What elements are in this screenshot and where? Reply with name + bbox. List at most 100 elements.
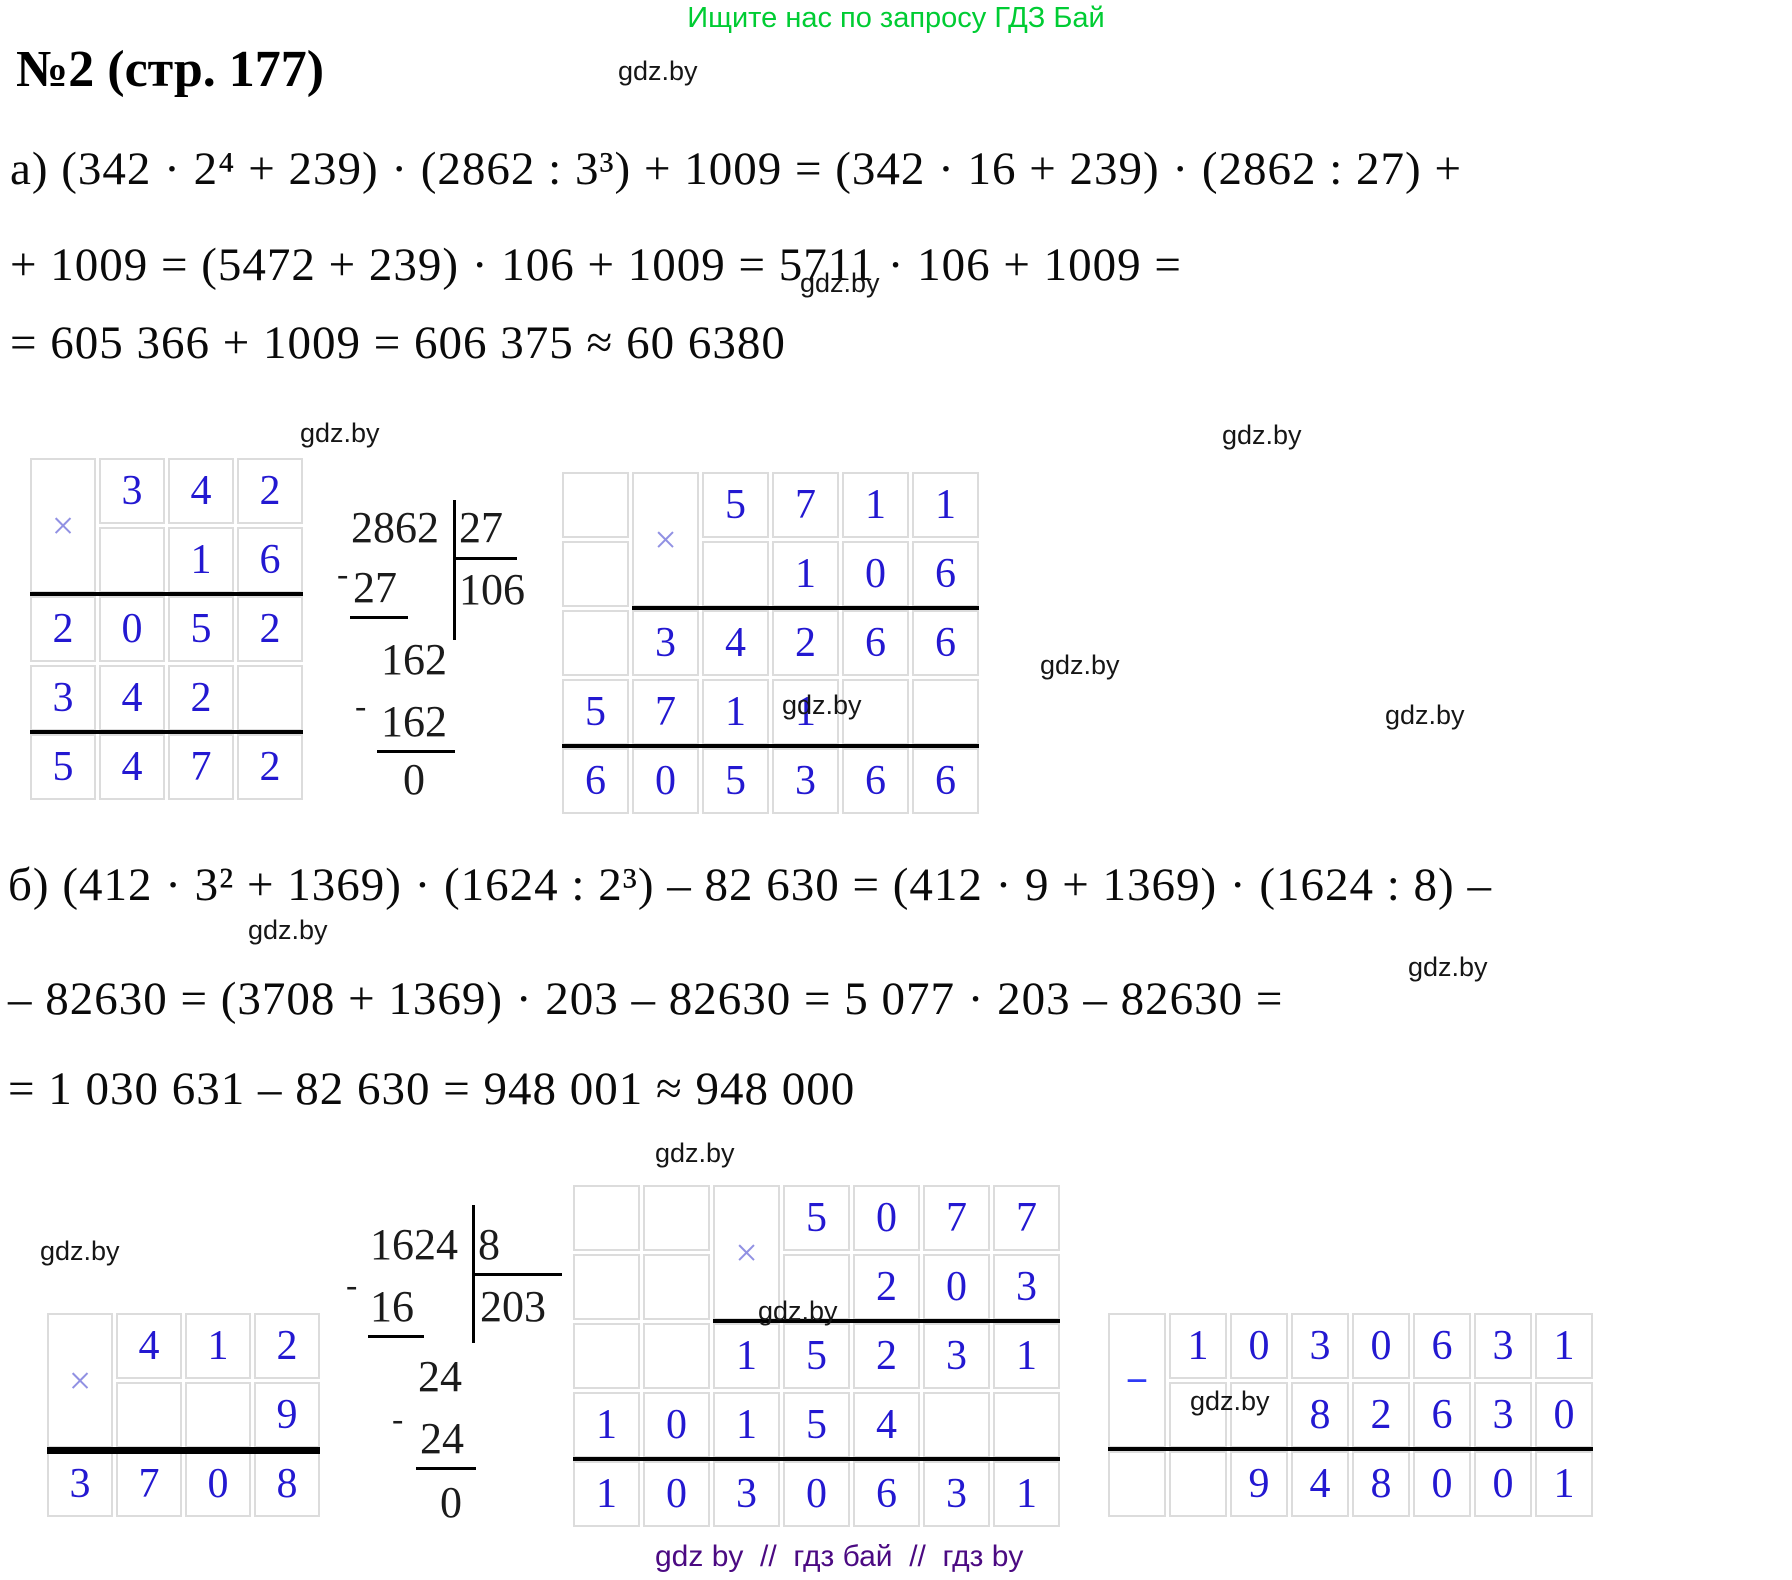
- quotient-line: [453, 557, 517, 560]
- long-division-1624-by-8: 1624 8 203 - 16 24 - 24 0: [340, 1205, 570, 1535]
- grid-digit: 0: [1230, 1313, 1288, 1379]
- division-step: 24: [418, 1352, 462, 1401]
- equation-line-a3: = 605 366 + 1009 = 606 375 ≈ 60 6380: [10, 317, 786, 369]
- grid-digit: 5: [702, 472, 769, 538]
- sum-line: [30, 592, 303, 596]
- grid-digit: 1: [912, 472, 979, 538]
- sum-line: [47, 1447, 320, 1454]
- grid-digit: 7: [993, 1185, 1060, 1251]
- division-step: 24: [420, 1414, 464, 1463]
- grid-digit: 0: [643, 1461, 710, 1527]
- grid-digit: 8: [1352, 1451, 1410, 1517]
- equation-line-b3: = 1 030 631 – 82 630 = 948 001 ≈ 948 000: [8, 1063, 856, 1115]
- grid-digit: 0: [923, 1254, 990, 1320]
- grid-empty-cell: [237, 665, 303, 731]
- grid-digit: 4: [116, 1313, 182, 1379]
- grid-digit: 6: [1413, 1313, 1471, 1379]
- grid-digit: 1: [713, 1323, 780, 1389]
- grid-digit: 2: [237, 458, 303, 524]
- grid-digit: 4: [702, 610, 769, 676]
- grid-digit: 1: [185, 1313, 251, 1379]
- grid-digit: 3: [632, 610, 699, 676]
- grid-empty-cell: [1108, 1451, 1166, 1517]
- divisor: 8: [478, 1220, 500, 1269]
- grid-digit: 3: [923, 1323, 990, 1389]
- minus-sign: -: [392, 1401, 404, 1438]
- grid-empty-cell: [702, 541, 769, 607]
- equation-line-a1: а) (342 · 2⁴ + 239) · (2862 : 3³) + 1009…: [10, 143, 1462, 195]
- quotient: 203: [480, 1282, 546, 1331]
- grid-digit: 7: [632, 679, 699, 745]
- division-step: 27: [353, 563, 397, 612]
- grid-digit: 2: [237, 596, 303, 662]
- grid-operator: ×: [30, 458, 96, 593]
- division-step: 162: [381, 635, 447, 684]
- grid-digit: 6: [912, 610, 979, 676]
- multiplication-grid-412x9: × 4 1 2 9 3 7 0 8: [47, 1313, 320, 1517]
- dividend: 2862: [351, 503, 439, 552]
- quotient-line: [472, 1273, 562, 1276]
- grid-operator: −: [1108, 1313, 1166, 1448]
- grid-digit: 4: [99, 734, 165, 800]
- gdz-watermark: gdz.by: [248, 915, 328, 945]
- grid-digit: 1: [713, 1392, 780, 1458]
- grid-operator: ×: [713, 1185, 780, 1320]
- grid-digit: 0: [185, 1451, 251, 1517]
- underline: [416, 1467, 476, 1470]
- grid-empty-cell: [573, 1254, 640, 1320]
- grid-empty-cell: [562, 541, 629, 607]
- grid-empty-cell: [1169, 1451, 1227, 1517]
- gdz-watermark: gdz.by: [1222, 420, 1302, 450]
- grid-digit: 6: [562, 748, 629, 814]
- grid-digit: 0: [842, 541, 909, 607]
- grid-digit: 3: [1291, 1313, 1349, 1379]
- grid-empty-cell: [1230, 1382, 1288, 1448]
- grid-empty-cell: [573, 1185, 640, 1251]
- underline: [350, 616, 408, 619]
- grid-digit: 4: [168, 458, 234, 524]
- sum-line: [713, 1319, 1060, 1323]
- grid-digit: 2: [254, 1313, 320, 1379]
- quotient: 106: [459, 565, 525, 614]
- grid-operator: ×: [47, 1313, 113, 1448]
- gdz-watermark: gdz.by: [300, 418, 380, 448]
- grid-digit: 3: [772, 748, 839, 814]
- promo-banner: Ищите нас по запросу ГДЗ Бай: [687, 2, 1105, 34]
- grid-digit: 1: [993, 1323, 1060, 1389]
- grid-digit: 1: [1535, 1451, 1593, 1517]
- gdz-watermark: gdz.by: [618, 56, 698, 86]
- grid-digit: 5: [168, 596, 234, 662]
- division-step: 162: [381, 697, 447, 746]
- gdz-watermark: gdz.by: [655, 1138, 735, 1168]
- equation-line-b1: б) (412 · 3² + 1369) · (1624 : 2³) – 82 …: [8, 859, 1492, 911]
- grid-digit: 3: [1474, 1313, 1532, 1379]
- grid-digit: 3: [47, 1451, 113, 1517]
- grid-digit: 3: [99, 458, 165, 524]
- grid-digit: 6: [1413, 1382, 1471, 1448]
- gdz-watermark: gdz.by: [782, 690, 862, 720]
- grid-digit: 1: [993, 1461, 1060, 1527]
- grid-digit: 6: [842, 748, 909, 814]
- grid-digit: 0: [783, 1461, 850, 1527]
- grid-digit: 1: [1169, 1313, 1227, 1379]
- grid-digit: 8: [1291, 1382, 1349, 1448]
- minus-sign: -: [346, 1267, 358, 1304]
- grid-digit: 5: [783, 1392, 850, 1458]
- grid-empty-cell: [912, 679, 979, 745]
- grid-digit: 0: [1413, 1451, 1471, 1517]
- underline: [368, 1335, 424, 1338]
- grid-digit: 6: [853, 1461, 920, 1527]
- grid-digit: 9: [1230, 1451, 1288, 1517]
- grid-digit: 6: [912, 748, 979, 814]
- grid-empty-cell: [562, 610, 629, 676]
- grid-digit: 6: [842, 610, 909, 676]
- grid-digit: 0: [1352, 1313, 1410, 1379]
- multiplication-grid-5711x106: × 5 7 1 1 1 0 6 3 4 2 6 6 5 7 1 1 6 0 5 3 6 6: [562, 472, 979, 814]
- equation-line-b2: – 82630 = (3708 + 1369) · 203 – 82630 = …: [8, 973, 1284, 1025]
- grid-digit: 6: [237, 527, 303, 593]
- grid-empty-cell: [643, 1185, 710, 1251]
- grid-empty-cell: [185, 1382, 251, 1448]
- grid-digit: 2: [237, 734, 303, 800]
- grid-empty-cell: [99, 527, 165, 593]
- grid-digit: 2: [853, 1323, 920, 1389]
